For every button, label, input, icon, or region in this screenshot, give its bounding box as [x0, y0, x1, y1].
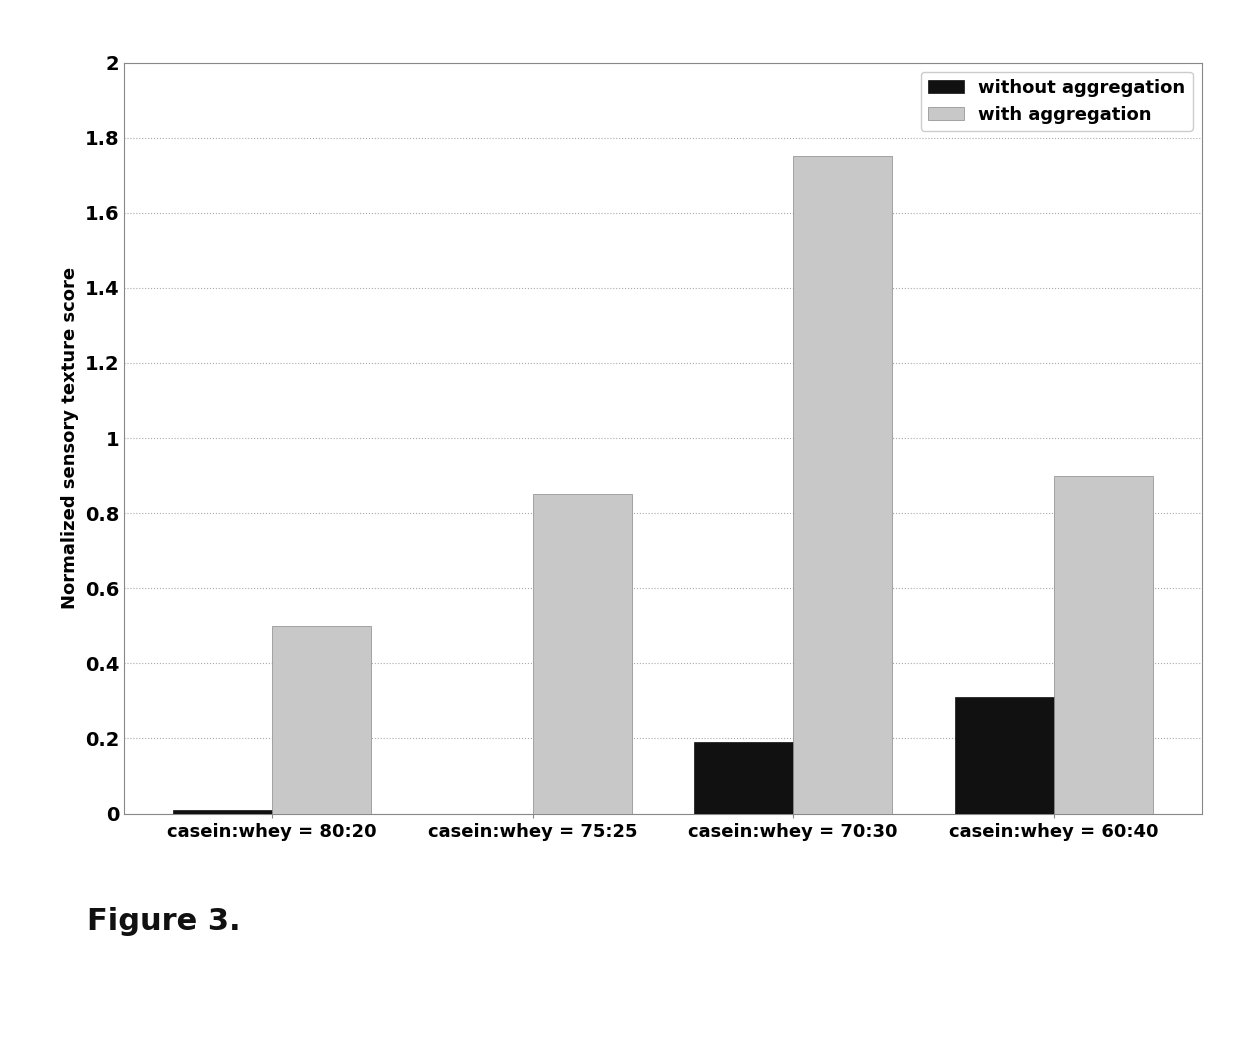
- Bar: [271, 626, 370, 814]
- Bar: [533, 494, 632, 814]
- Bar: [1054, 476, 1152, 814]
- Bar: [793, 156, 892, 814]
- Text: Figure 3.: Figure 3.: [87, 907, 240, 937]
- Legend: without aggregation, with aggregation: without aggregation, with aggregation: [921, 72, 1193, 131]
- Bar: [173, 809, 271, 814]
- Y-axis label: Normalized sensory texture score: Normalized sensory texture score: [61, 267, 79, 609]
- Bar: [955, 697, 1054, 814]
- Bar: [694, 743, 793, 814]
